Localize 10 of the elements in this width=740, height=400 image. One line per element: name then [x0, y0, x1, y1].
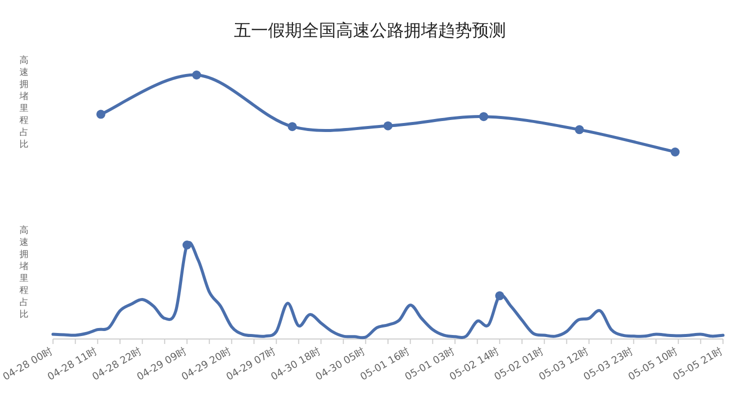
y-axis-title: 高速拥堵里程占比	[18, 55, 28, 150]
point	[192, 70, 202, 80]
chart-title: 五一假期全国高速公路拥堵趋势预测	[234, 21, 506, 41]
point	[670, 148, 680, 156]
point	[574, 125, 584, 134]
point	[96, 110, 106, 119]
point	[479, 112, 488, 122]
point	[288, 122, 297, 132]
y-axis-title: 高速拥堵里程占比	[18, 225, 28, 320]
point	[384, 121, 392, 130]
